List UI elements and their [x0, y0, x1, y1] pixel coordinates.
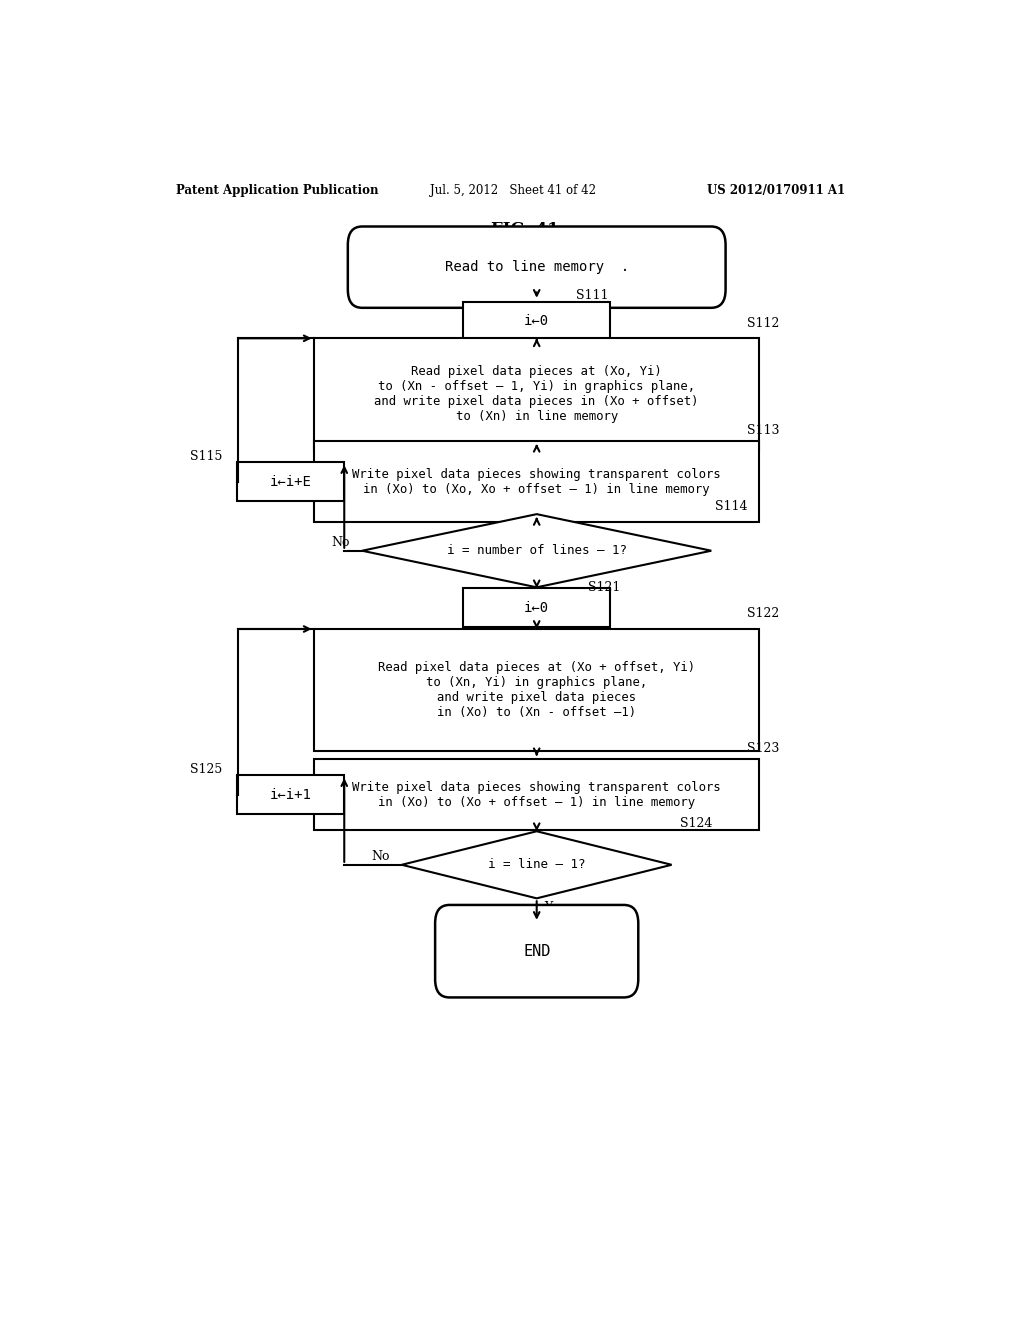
Text: Jul. 5, 2012   Sheet 41 of 42: Jul. 5, 2012 Sheet 41 of 42 — [430, 185, 596, 198]
Text: Yes: Yes — [545, 902, 565, 915]
Bar — [314, 630, 759, 751]
Text: S112: S112 — [748, 317, 779, 330]
Text: No: No — [372, 850, 390, 863]
Text: FIG. 41: FIG. 41 — [490, 220, 559, 238]
Bar — [463, 302, 610, 341]
Text: i = line – 1?: i = line – 1? — [488, 858, 586, 871]
Text: S113: S113 — [748, 424, 779, 437]
Text: Read pixel data pieces at (Xo + offset, Yi)
to (Xn, Yi) in graphics plane,
and w: Read pixel data pieces at (Xo + offset, … — [378, 661, 695, 719]
Text: i←i+E: i←i+E — [269, 475, 311, 488]
FancyBboxPatch shape — [348, 227, 726, 308]
FancyBboxPatch shape — [435, 906, 638, 998]
Text: Yes: Yes — [545, 593, 565, 606]
Text: S124: S124 — [680, 817, 712, 830]
Text: Read pixel data pieces at (Xo, Yi)
to (Xn - offset – 1, Yi) in graphics plane,
a: Read pixel data pieces at (Xo, Yi) to (X… — [375, 366, 699, 424]
Text: Write pixel data pieces showing transparent colors
in (Xo) to (Xo + offset – 1) : Write pixel data pieces showing transpar… — [352, 780, 721, 809]
Text: Read to line memory  .: Read to line memory . — [444, 260, 629, 275]
Text: S122: S122 — [748, 607, 779, 620]
Bar — [314, 441, 759, 523]
Text: i←0: i←0 — [524, 314, 549, 329]
Bar — [463, 589, 610, 627]
Text: Patent Application Publication: Patent Application Publication — [176, 185, 378, 198]
Text: S115: S115 — [189, 450, 222, 463]
Text: S111: S111 — [577, 289, 609, 301]
Bar — [314, 338, 759, 450]
Bar — [314, 759, 759, 830]
Text: END: END — [523, 944, 550, 958]
Text: Write pixel data pieces showing transparent colors
in (Xo) to (Xo, Xo + offset –: Write pixel data pieces showing transpar… — [352, 467, 721, 495]
Bar — [238, 775, 344, 814]
Polygon shape — [401, 832, 672, 899]
Text: i = number of lines – 1?: i = number of lines – 1? — [446, 544, 627, 557]
Text: S125: S125 — [189, 763, 222, 776]
Text: No: No — [332, 536, 350, 549]
Text: US 2012/0170911 A1: US 2012/0170911 A1 — [708, 185, 846, 198]
Text: i←0: i←0 — [524, 601, 549, 615]
Text: S114: S114 — [715, 499, 748, 512]
Bar — [238, 462, 344, 500]
Text: S121: S121 — [588, 581, 621, 594]
Text: i←i+1: i←i+1 — [269, 788, 311, 801]
Polygon shape — [362, 515, 712, 587]
Text: S123: S123 — [748, 742, 779, 755]
